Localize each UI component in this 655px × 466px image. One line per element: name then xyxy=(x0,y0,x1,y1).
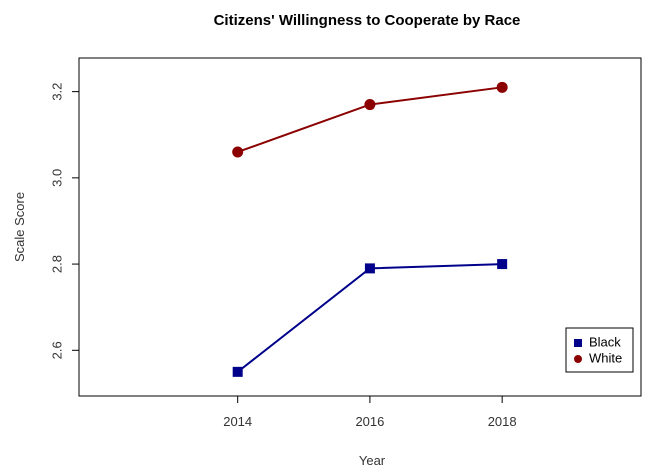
x-tick-label-2014: 2014 xyxy=(223,414,252,429)
legend-marker-white xyxy=(574,355,582,363)
x-tick-label-2018: 2018 xyxy=(488,414,517,429)
point-black-2016 xyxy=(364,263,375,274)
y-tick-label-3.2: 3.2 xyxy=(49,83,64,101)
x-tick-label-2016: 2016 xyxy=(355,414,384,429)
chart-title: Citizens' Willingness to Cooperate by Ra… xyxy=(214,12,521,29)
x-axis-label: Year xyxy=(359,453,386,466)
y-tick-label-2.6: 2.6 xyxy=(49,341,64,359)
legend-label-white: White xyxy=(589,350,622,365)
point-black-2014 xyxy=(232,366,243,377)
legend-marker-black xyxy=(574,339,582,347)
point-white-2018 xyxy=(496,81,508,93)
y-tick-label-3.0: 3.0 xyxy=(49,169,64,187)
point-white-2014 xyxy=(232,146,244,158)
x-axis: 2014 2016 2018 xyxy=(223,395,517,429)
point-white-2016 xyxy=(364,99,376,111)
y-axis: 2.6 2.8 3.0 3.2 xyxy=(49,83,80,359)
series-line-black xyxy=(237,263,503,373)
legend-box xyxy=(565,327,634,373)
series-line-white xyxy=(237,86,503,153)
y-tick-label-2.8: 2.8 xyxy=(49,255,64,273)
series-layer xyxy=(232,81,508,377)
y-axis-label: Scale Score xyxy=(12,192,27,262)
legend-label-black: Black xyxy=(589,334,621,349)
point-black-2018 xyxy=(497,259,508,270)
